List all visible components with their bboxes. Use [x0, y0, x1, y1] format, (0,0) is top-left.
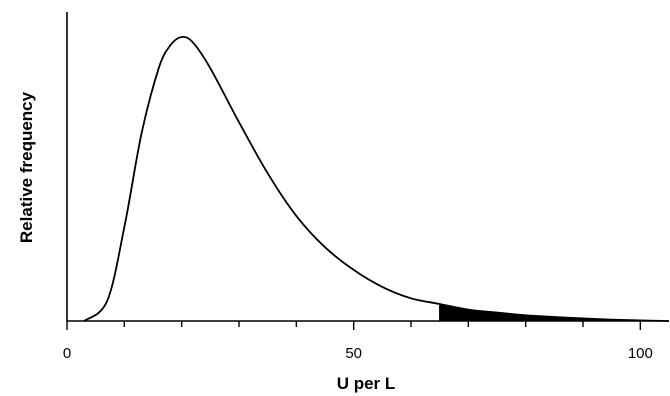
x-tick-label-50: 50 — [345, 345, 362, 362]
x-axis-title: U per L — [337, 374, 396, 393]
x-tick-label-100: 100 — [628, 345, 653, 362]
x-tick-label-0: 0 — [63, 345, 71, 362]
y-axis-title: Relative frequency — [17, 91, 36, 243]
distribution-curve — [83, 35, 670, 322]
shaded-tail-area — [439, 304, 669, 321]
